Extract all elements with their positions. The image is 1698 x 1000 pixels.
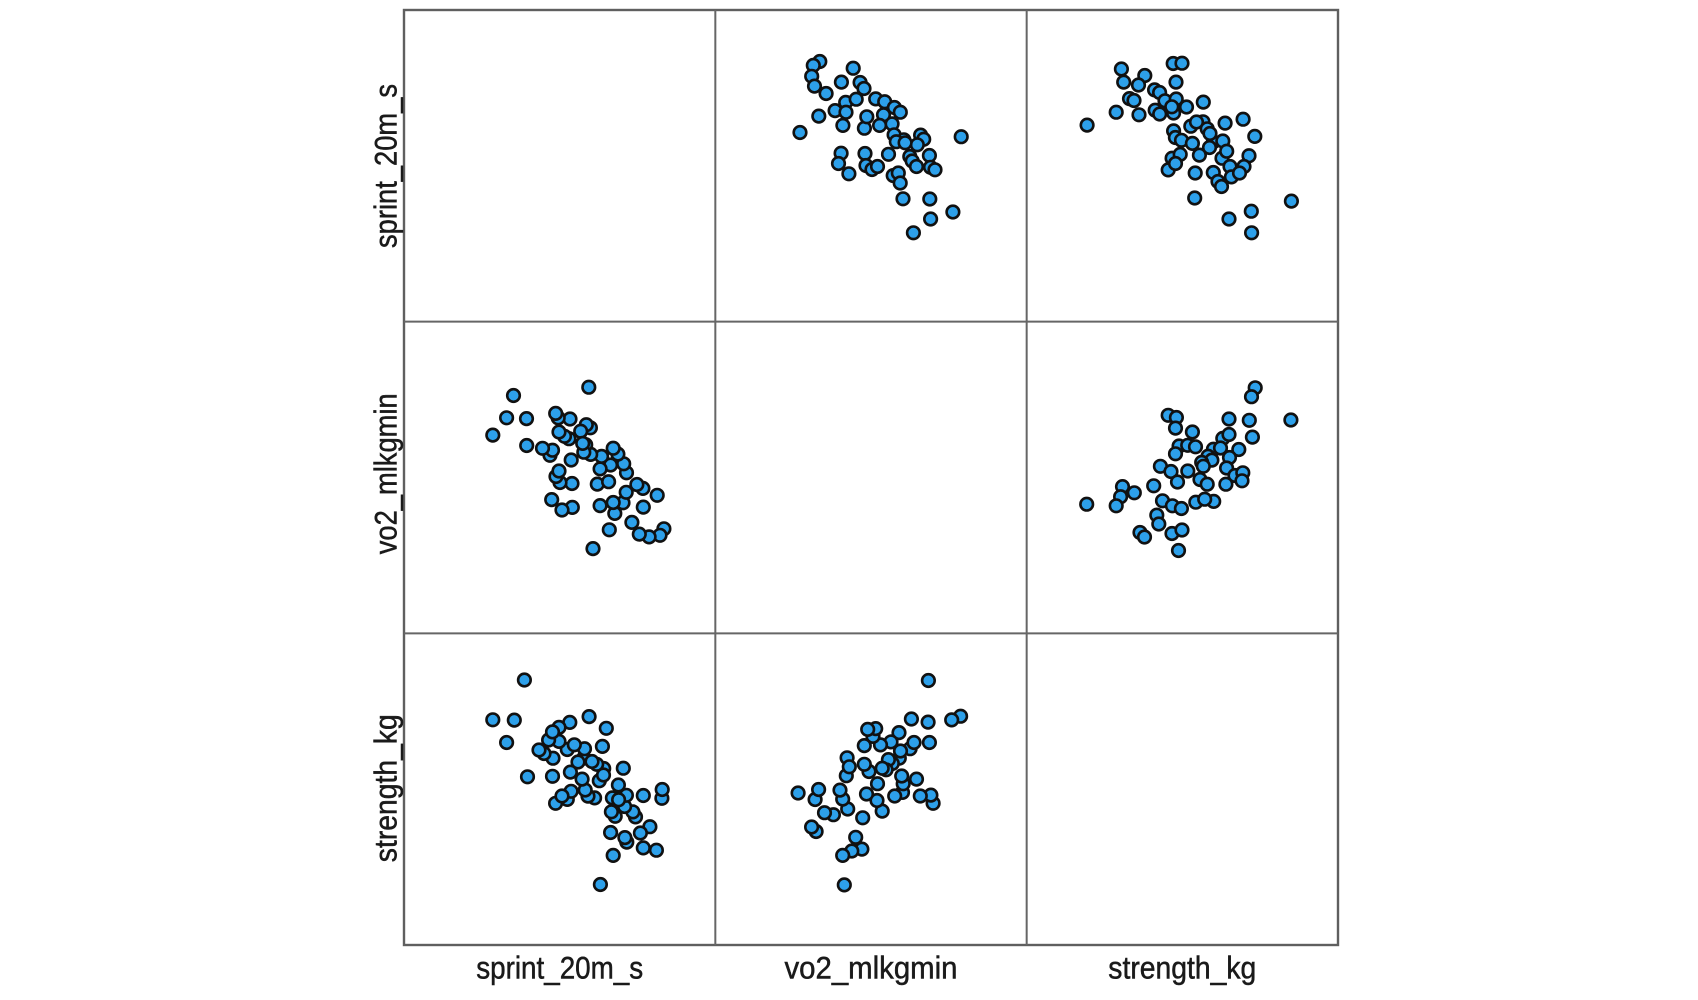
svg-text:vo2_mlkgmin: vo2_mlkgmin bbox=[368, 393, 404, 554]
svg-text:sprint_20m_s: sprint_20m_s bbox=[368, 84, 404, 248]
svg-text:strength_kg: strength_kg bbox=[368, 714, 404, 862]
svg-text:sprint_20m_s: sprint_20m_s bbox=[476, 950, 643, 986]
svg-text:strength_kg: strength_kg bbox=[1108, 950, 1256, 986]
svg-text:vo2_mlkgmin: vo2_mlkgmin bbox=[785, 950, 958, 986]
